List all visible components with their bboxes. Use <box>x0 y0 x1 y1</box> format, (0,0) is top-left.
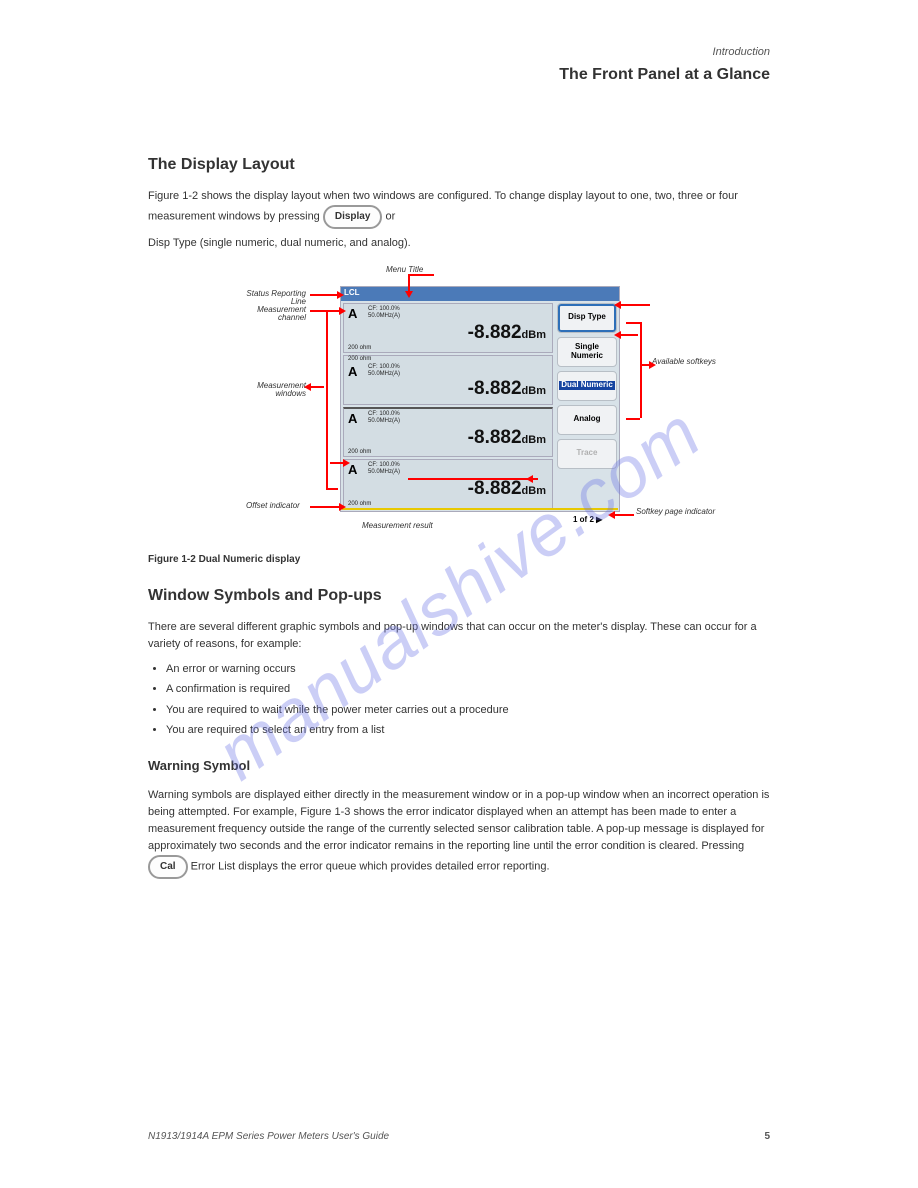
softkey-dual-numeric[interactable]: Dual Numeric <box>557 371 617 401</box>
footer-doc: N1913/1914A EPM Series Power Meters User… <box>148 1131 389 1142</box>
ohm-1: 200 ohm <box>348 345 371 351</box>
bullet-1: An error or warning occurs <box>166 661 770 679</box>
softkey-analog[interactable]: Analog <box>557 405 617 435</box>
arrow-result-h <box>408 478 538 480</box>
arrow-panel4-ch <box>330 462 344 464</box>
freq-3: 50.0MHz(A) <box>368 418 400 424</box>
channel-label-2: A <box>348 364 357 379</box>
lbl-result: Measurement result <box>362 522 433 531</box>
arrow-status <box>310 294 338 296</box>
figure-caption: Figure 1-2 Dual Numeric display <box>148 554 770 565</box>
display-key-button: Display <box>323 205 383 229</box>
arrow-menu-title-h <box>408 274 434 276</box>
bullet-4: You are required to select an entry from… <box>166 722 770 740</box>
cal-key-button: Cal <box>148 855 188 879</box>
cf-3: CF: 100.0% <box>368 411 400 417</box>
warning-text-b: Error List displays the error queue whic… <box>191 861 550 873</box>
arrow-sk-single <box>620 334 638 336</box>
lbl-softkeys: Available softkeys <box>652 358 716 367</box>
freq-2: 50.0MHz(A) <box>368 371 400 377</box>
subsection1-title: The Display Layout <box>148 156 770 174</box>
arrow-softkeys <box>642 364 650 366</box>
freq-1: 50.0MHz(A) <box>368 313 400 319</box>
bullet-2: A confirmation is required <box>166 681 770 699</box>
value-1: -8.882dBm <box>468 322 546 344</box>
value-4: -8.882dBm <box>468 478 546 500</box>
channel-label-1: A <box>348 306 357 321</box>
intro-paragraph-2: Disp Type (single numeric, dual numeric,… <box>148 235 770 252</box>
arrow-disptype <box>620 304 650 306</box>
lbl-channel: Measurement channel <box>232 306 306 324</box>
panel-2: A 200 ohm CF: 100.0% 50.0MHz(A) -8.882dB… <box>343 355 553 405</box>
figure-1-2: LCL A CF: 100.0% 50.0MHz(A) -8.882dBm 20… <box>148 266 770 546</box>
status-line: LCL <box>341 287 619 301</box>
arrow-menu-title <box>408 274 410 292</box>
softkey-trace: Trace <box>557 439 617 469</box>
intro-text-a: Figure 1-2 shows the display layout when… <box>148 190 738 223</box>
cf-2: CF: 100.0% <box>368 364 400 370</box>
softkey-page-indicator: 1 of 2 ▶ <box>573 515 602 524</box>
subsection2-title: Window Symbols and Pop-ups <box>148 587 770 605</box>
bracket-sk-v <box>640 322 642 418</box>
softkey-disp-type[interactable]: Disp Type <box>557 303 617 333</box>
value-2: -8.882dBm <box>468 378 546 400</box>
bullet-list: An error or warning occurs A confirmatio… <box>166 661 770 740</box>
panel-4: A CF: 100.0% 50.0MHz(A) -8.882dBm 200 oh… <box>343 459 553 509</box>
ohm-2-top: 200 ohm <box>348 356 371 362</box>
cf-1: CF: 100.0% <box>368 306 400 312</box>
value-3: -8.882dBm <box>468 427 546 449</box>
warning-paragraph: Warning symbols are displayed either dir… <box>148 787 770 879</box>
arrow-offset <box>310 506 340 508</box>
ohm-3: 200 ohm <box>348 449 371 455</box>
section-title: The Front Panel at a Glance <box>559 66 770 84</box>
yellow-divider <box>342 508 618 510</box>
ohm-4: 200 ohm <box>348 501 371 507</box>
page-footer: N1913/1914A EPM Series Power Meters User… <box>148 1131 770 1142</box>
intro-text-b: or <box>386 211 396 223</box>
lbl-page: Softkey page indicator <box>636 508 726 517</box>
panel-3: A CF: 100.0% 50.0MHz(A) -8.882dBm 200 oh… <box>343 407 553 457</box>
breadcrumb: Introduction <box>713 46 770 58</box>
bracket-v <box>326 310 328 490</box>
bullet-3: You are required to wait while the power… <box>166 702 770 720</box>
bracket-sk-top <box>626 322 640 324</box>
arrow-page <box>614 514 634 516</box>
warning-text-a: Warning symbols are displayed either dir… <box>148 789 769 852</box>
arrow-result-head <box>532 478 536 480</box>
channel-label-3: A <box>348 411 357 426</box>
sub2-p1: There are several different graphic symb… <box>148 619 770 653</box>
softkey-single-numeric[interactable]: Single Numeric <box>557 337 617 367</box>
intro-paragraph: Figure 1-2 shows the display layout when… <box>148 188 770 229</box>
bracket-bot <box>326 488 338 490</box>
freq-4: 50.0MHz(A) <box>368 469 400 475</box>
panel-1: A CF: 100.0% 50.0MHz(A) -8.882dBm 200 oh… <box>343 303 553 353</box>
bracket-sk-bot <box>626 418 640 420</box>
arrow-windows <box>310 386 324 388</box>
lbl-offset: Offset indicator <box>246 502 306 511</box>
cf-4: CF: 100.0% <box>368 462 400 468</box>
bracket-top <box>326 310 338 312</box>
warning-symbol-heading: Warning Symbol <box>148 758 770 773</box>
footer-page: 5 <box>764 1131 770 1142</box>
lbl-windows: Measurement windows <box>232 382 306 400</box>
